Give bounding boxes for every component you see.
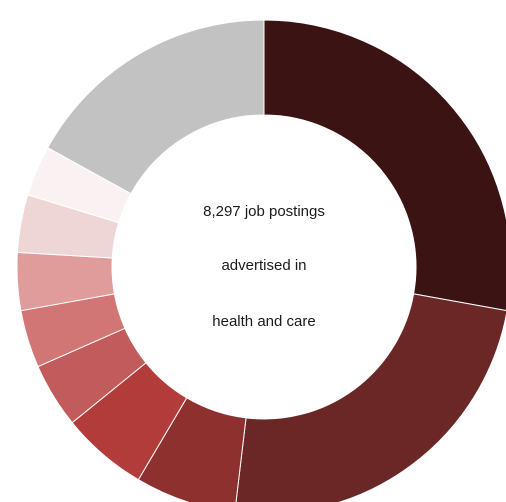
center-text-line-1: 8,297 job postings bbox=[203, 203, 325, 220]
center-text-line-2: advertised in bbox=[221, 257, 306, 274]
center-text-line-3: health and care bbox=[212, 313, 315, 330]
donut-slice-1 bbox=[263, 19, 506, 312]
center-label: 8,297 job postings advertised in health … bbox=[203, 203, 325, 330]
donut-slice-10 bbox=[47, 19, 265, 195]
donut-slice-2 bbox=[235, 293, 506, 502]
donut-slices bbox=[16, 19, 506, 502]
